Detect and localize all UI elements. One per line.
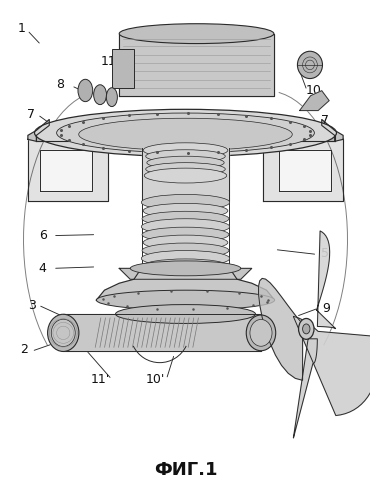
Text: ФИГ.1: ФИГ.1 — [154, 461, 217, 480]
Ellipse shape — [141, 219, 230, 235]
Ellipse shape — [93, 85, 106, 105]
Polygon shape — [36, 135, 335, 141]
Text: 9: 9 — [322, 301, 330, 314]
Ellipse shape — [303, 324, 310, 334]
Polygon shape — [259, 278, 303, 380]
Ellipse shape — [146, 163, 225, 176]
Text: 11: 11 — [100, 55, 116, 68]
Polygon shape — [300, 91, 329, 111]
Ellipse shape — [143, 143, 228, 158]
Text: 5: 5 — [321, 247, 329, 260]
Polygon shape — [142, 148, 229, 201]
Text: 3: 3 — [28, 298, 36, 311]
Ellipse shape — [141, 250, 230, 266]
Text: 10: 10 — [306, 84, 322, 97]
Ellipse shape — [142, 259, 229, 274]
Ellipse shape — [299, 318, 314, 339]
Polygon shape — [279, 150, 331, 191]
Text: 1: 1 — [18, 22, 26, 35]
Polygon shape — [322, 119, 343, 141]
Ellipse shape — [106, 88, 117, 107]
Text: 6: 6 — [39, 229, 47, 242]
Polygon shape — [119, 268, 252, 279]
Ellipse shape — [96, 290, 275, 310]
Ellipse shape — [47, 314, 79, 351]
Text: 4: 4 — [39, 262, 47, 275]
Ellipse shape — [143, 204, 228, 218]
Polygon shape — [28, 139, 108, 201]
Ellipse shape — [115, 304, 256, 323]
Ellipse shape — [51, 319, 75, 346]
Ellipse shape — [130, 261, 241, 276]
Text: 2: 2 — [20, 343, 28, 356]
Ellipse shape — [142, 243, 229, 258]
Polygon shape — [119, 33, 274, 96]
Polygon shape — [293, 316, 371, 416]
Polygon shape — [96, 268, 275, 300]
Ellipse shape — [119, 24, 274, 43]
Polygon shape — [40, 150, 92, 191]
Bar — [112, 48, 134, 88]
Ellipse shape — [142, 227, 229, 242]
Ellipse shape — [250, 319, 272, 346]
Ellipse shape — [141, 195, 230, 210]
Text: 10': 10' — [146, 373, 165, 386]
Text: 7: 7 — [27, 108, 35, 121]
Ellipse shape — [144, 168, 227, 183]
Ellipse shape — [147, 156, 224, 169]
Ellipse shape — [57, 113, 314, 153]
Text: 8: 8 — [56, 78, 64, 91]
Polygon shape — [63, 314, 261, 351]
Text: 7: 7 — [321, 114, 329, 127]
Ellipse shape — [142, 211, 229, 226]
Polygon shape — [263, 139, 343, 201]
Polygon shape — [293, 339, 317, 438]
Ellipse shape — [143, 235, 228, 250]
Text: 11': 11' — [91, 373, 110, 386]
Polygon shape — [316, 231, 336, 329]
Ellipse shape — [246, 315, 276, 351]
Ellipse shape — [79, 118, 292, 151]
Polygon shape — [28, 119, 49, 141]
Ellipse shape — [298, 51, 322, 78]
Ellipse shape — [78, 79, 93, 102]
Ellipse shape — [35, 109, 336, 157]
Ellipse shape — [146, 150, 225, 163]
